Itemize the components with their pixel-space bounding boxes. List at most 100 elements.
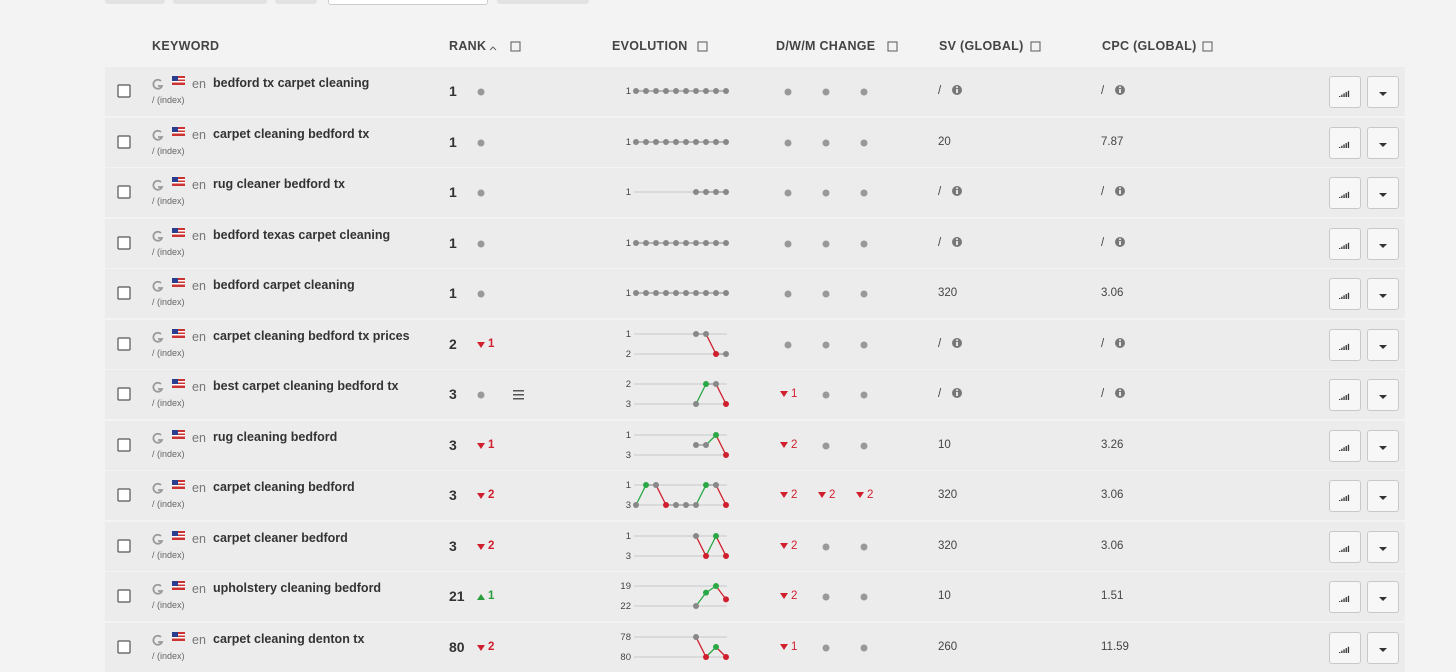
- chart-button[interactable]: [1329, 429, 1361, 462]
- header-rank[interactable]: RANK: [449, 39, 487, 53]
- keyword[interactable]: carpet cleaning bedford tx prices: [213, 328, 410, 343]
- keyword[interactable]: best carpet cleaning bedford tx: [213, 379, 399, 393]
- chart-button[interactable]: [1329, 581, 1361, 613]
- keyword[interactable]: upholstery cleaning bedford: [213, 581, 382, 595]
- url-path: / (index): [152, 347, 185, 358]
- header-cpc[interactable]: CPC (GLOBAL): [1102, 39, 1197, 53]
- sparkline-tick: 1: [626, 137, 631, 148]
- sparkline-tick: 1: [626, 480, 631, 491]
- chart-button[interactable]: [1329, 631, 1361, 664]
- sparkline-point: [703, 138, 709, 145]
- language: en: [192, 77, 206, 91]
- info-icon[interactable]: [952, 388, 962, 398]
- checkbox[interactable]: [117, 185, 131, 199]
- flag-icon: [172, 429, 185, 439]
- info-icon[interactable]: [952, 186, 962, 196]
- keyword[interactable]: carpet cleaning denton tx: [213, 631, 365, 646]
- info-icon[interactable]: [952, 337, 962, 348]
- sparkline-point: [633, 138, 639, 145]
- keyword[interactable]: rug cleaner bedford tx: [213, 177, 345, 191]
- chart-button[interactable]: [1329, 177, 1361, 209]
- header-evolution[interactable]: EVOLUTION: [612, 39, 688, 53]
- toolbar-button[interactable]: [173, 0, 267, 4]
- sparkline-point: [643, 290, 649, 296]
- header-sv[interactable]: SV (GLOBAL): [939, 39, 1024, 53]
- checkbox[interactable]: [117, 488, 131, 502]
- edit-icon[interactable]: [510, 41, 521, 52]
- info-icon[interactable]: [1115, 388, 1125, 398]
- url-path: / (index): [152, 499, 185, 509]
- toolbar-button[interactable]: [105, 0, 165, 4]
- rank-change: 1: [488, 438, 495, 451]
- checkbox[interactable]: [117, 437, 131, 452]
- flag-canton: [172, 227, 178, 233]
- keyword[interactable]: carpet cleaning bedford: [213, 480, 355, 494]
- keyword[interactable]: bedford texas carpet cleaning: [213, 227, 391, 242]
- checkbox[interactable]: [117, 538, 131, 553]
- search-volume: /: [938, 236, 942, 249]
- flag-stripe: [172, 330, 185, 332]
- chart-button[interactable]: [1329, 480, 1361, 512]
- chart-button[interactable]: [1329, 278, 1361, 310]
- search-input[interactable]: [328, 0, 488, 5]
- edit-icon[interactable]: [697, 41, 708, 52]
- chart-button[interactable]: [1329, 379, 1361, 411]
- keyword[interactable]: carpet cleaner bedford: [213, 530, 348, 545]
- header-keyword[interactable]: KEYWORD: [152, 39, 220, 53]
- checkbox[interactable]: [117, 235, 131, 250]
- sparkline-point: [713, 431, 719, 438]
- chart-button[interactable]: [1329, 530, 1361, 563]
- checkbox[interactable]: [117, 134, 131, 149]
- sparkline-point: [703, 653, 709, 660]
- dwm-dot: [822, 593, 830, 601]
- checkbox[interactable]: [117, 336, 131, 351]
- keyword[interactable]: rug cleaning bedford: [213, 429, 338, 444]
- dwm-change: 2: [791, 539, 798, 552]
- chart-button[interactable]: [1329, 328, 1361, 361]
- no-change-dot: [477, 391, 485, 399]
- header-dwm[interactable]: D/W/M CHANGE: [776, 39, 876, 53]
- info-icon[interactable]: [1115, 186, 1125, 196]
- google-icon: [152, 78, 164, 90]
- dwm-dot: [822, 341, 830, 348]
- info-icon[interactable]: [952, 85, 962, 95]
- checkbox[interactable]: [117, 589, 131, 603]
- sparkline-segment: [715, 484, 727, 506]
- toolbar-button[interactable]: [275, 0, 317, 4]
- sparkline-tick: 3: [626, 399, 631, 410]
- checkbox[interactable]: [117, 286, 131, 300]
- keyword[interactable]: carpet cleaning bedford tx: [213, 126, 370, 141]
- edit-icon[interactable]: [1030, 41, 1041, 52]
- notes-icon[interactable]: [513, 390, 524, 400]
- row-graphics: 78 80: [117, 631, 1387, 663]
- sparkline-point: [653, 88, 659, 94]
- sparkline-point: [703, 88, 709, 94]
- info-icon[interactable]: [1115, 85, 1125, 95]
- info-stem: [1119, 240, 1121, 245]
- info-icon[interactable]: [1115, 236, 1125, 247]
- edit-icon[interactable]: [1202, 41, 1213, 52]
- checkbox[interactable]: [117, 387, 131, 401]
- chart-button[interactable]: [1329, 76, 1361, 108]
- sort-icon[interactable]: [489, 46, 497, 51]
- info-icon[interactable]: [1115, 337, 1125, 348]
- cpc: 1.51: [1101, 590, 1124, 602]
- sparkline-point: [693, 401, 699, 407]
- google-icon: [152, 482, 164, 494]
- chart-button[interactable]: [1329, 227, 1361, 260]
- checkbox[interactable]: [117, 84, 131, 98]
- keyword[interactable]: bedford carpet cleaning: [213, 278, 355, 292]
- toolbar-button[interactable]: [497, 0, 589, 4]
- chart-button[interactable]: [1329, 126, 1361, 159]
- sparkline-point: [683, 502, 689, 508]
- sparkline-point: [633, 88, 639, 94]
- checkbox[interactable]: [117, 639, 131, 654]
- edit-icon[interactable]: [887, 41, 898, 52]
- info-icon[interactable]: [952, 236, 962, 247]
- signal-bar: [1341, 498, 1343, 501]
- info-dot: [956, 338, 958, 341]
- keyword[interactable]: bedford tx carpet cleaning: [213, 76, 370, 90]
- signal-bar: [1339, 500, 1341, 501]
- dwm-arrow: [780, 441, 788, 448]
